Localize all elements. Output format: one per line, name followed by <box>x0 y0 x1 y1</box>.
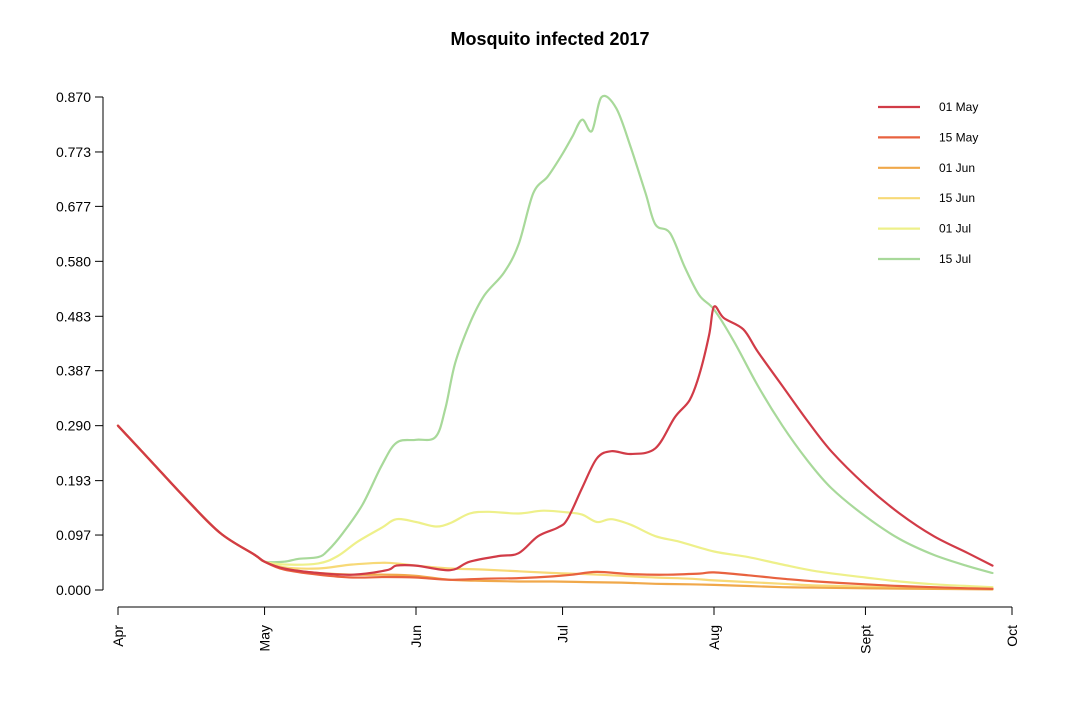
legend-label: 15 Jul <box>939 252 971 266</box>
x-tick-label: Jul <box>555 625 571 643</box>
y-tick-label: 0.097 <box>56 527 91 543</box>
y-tick-label: 0.387 <box>56 363 91 379</box>
series-line-15-jul <box>116 94 994 575</box>
legend-label: 15 Jun <box>939 191 975 205</box>
series-line-15-may <box>116 424 994 590</box>
series-line-01-jul <box>116 424 994 589</box>
x-tick-label: Sept <box>857 625 873 654</box>
legend-label: 01 May <box>939 100 978 114</box>
legend-label: 01 Jun <box>939 161 975 175</box>
x-tick-label: Oct <box>1004 625 1020 647</box>
y-tick-label: 0.580 <box>56 253 91 269</box>
legend-label: 01 Jul <box>939 222 971 236</box>
y-tick-label: 0.193 <box>56 473 91 489</box>
legend: 01 May 15 May 01 Jun 15 Jun 01 Jul 15 Jul <box>878 100 978 266</box>
y-tick-label: 0.870 <box>56 89 91 105</box>
x-tick-label: Jun <box>408 625 424 648</box>
y-tick-label: 0.290 <box>56 418 91 434</box>
y-axis: 0.000 0.097 0.193 0.290 0.387 0.483 0.580 0.677… <box>56 89 104 598</box>
series-lines <box>116 94 994 591</box>
x-axis: Apr May Jun Jul Aug Sept Oct <box>110 606 1020 654</box>
y-tick-label: 0.677 <box>56 198 91 214</box>
series-line-15-jun <box>116 424 994 590</box>
x-tick-label: Aug <box>706 625 722 650</box>
y-tick-label: 0.773 <box>56 144 91 160</box>
series-line-01-jun <box>116 424 994 591</box>
y-tick-label: 0.000 <box>56 582 91 598</box>
y-tick-label: 0.483 <box>56 308 91 324</box>
chart-title: Mosquito infected 2017 <box>450 29 649 49</box>
legend-label: 15 May <box>939 130 978 144</box>
x-tick-label: Apr <box>110 625 126 647</box>
x-tick-label: May <box>257 625 273 651</box>
series-line-01-may <box>116 305 994 576</box>
